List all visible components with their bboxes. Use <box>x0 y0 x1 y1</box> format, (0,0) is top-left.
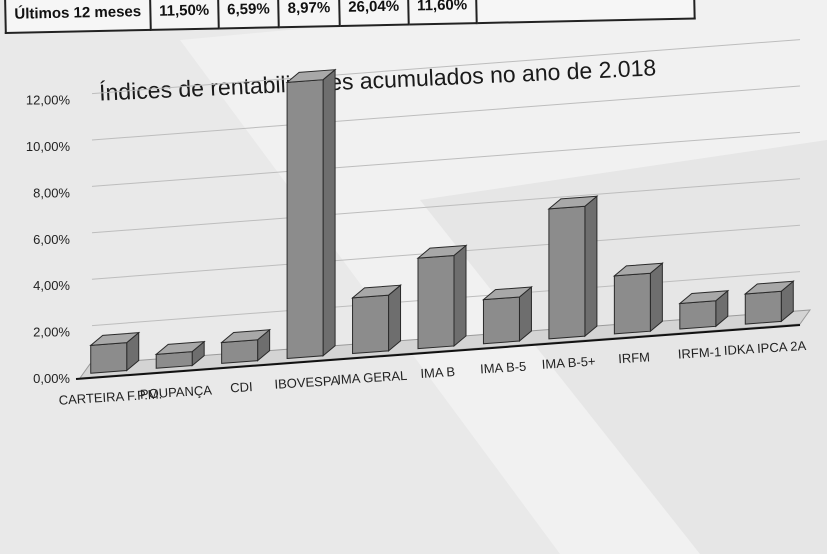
x-tick-label: POUPANÇA <box>140 382 213 401</box>
y-tick-label: 4,00% <box>33 278 70 293</box>
x-tick-label: IRFM-1 <box>677 344 721 362</box>
bar-front <box>613 272 651 335</box>
gridline <box>91 178 801 234</box>
bar-front <box>286 79 324 360</box>
bar <box>351 284 403 355</box>
bar-top <box>678 290 730 305</box>
x-tick-label: IMA GERAL <box>337 368 408 387</box>
bar-front <box>744 290 782 325</box>
x-tick-label: IRFM <box>618 349 651 366</box>
y-tick-label: 0,00% <box>33 371 70 386</box>
gridline <box>91 85 801 141</box>
bar-front <box>221 339 259 364</box>
gridline <box>91 131 801 187</box>
bar-front <box>417 254 455 350</box>
bar-top <box>351 284 403 299</box>
y-tick-label: 10,00% <box>26 139 71 154</box>
bar <box>481 285 533 345</box>
bar <box>612 262 664 335</box>
bar <box>285 68 337 360</box>
x-tick-label: IMA B <box>420 364 456 381</box>
bar-top <box>154 341 206 355</box>
x-tick-label: CDI <box>230 379 253 395</box>
bar-front <box>679 300 717 330</box>
y-tick-label: 2,00% <box>33 325 70 340</box>
bar-front <box>90 342 128 374</box>
bar <box>154 340 206 369</box>
y-tick-label: 8,00% <box>33 185 70 200</box>
bar-side <box>453 244 467 348</box>
y-tick-label: 6,00% <box>33 232 70 247</box>
bar-top <box>89 332 141 346</box>
bar-top <box>220 329 272 344</box>
bar-front <box>482 296 520 345</box>
x-tick-label: IMA B-5+ <box>541 354 596 372</box>
gridline <box>91 39 801 95</box>
x-tick-label: IDKA IPCA 2A <box>723 338 806 358</box>
bar-top <box>481 286 533 301</box>
y-tick-label: 12,00% <box>26 93 71 108</box>
bar-front <box>352 294 390 355</box>
bar-side <box>649 262 663 333</box>
x-axis-line <box>75 324 801 380</box>
chart-title: Índices de rentabilidades acumulados no … <box>99 54 657 105</box>
bar <box>416 244 468 350</box>
x-tick-label: IBOVESPA <box>274 373 340 392</box>
bar-top <box>416 244 468 259</box>
bar <box>743 280 795 325</box>
bar-top <box>743 280 795 295</box>
bar-top <box>285 69 337 84</box>
bar-side <box>322 68 336 357</box>
x-tick-label: CARTEIRA F.P.M. <box>58 386 162 407</box>
bar <box>547 195 599 340</box>
x-tick-label: IMA B-5 <box>480 359 527 377</box>
bar-side <box>388 284 402 352</box>
bar-front <box>548 205 586 340</box>
bar <box>220 328 272 364</box>
bar <box>89 331 141 374</box>
bar-side <box>584 195 598 338</box>
bar-top <box>547 195 599 210</box>
bar <box>678 289 730 330</box>
bar-top <box>612 262 664 277</box>
